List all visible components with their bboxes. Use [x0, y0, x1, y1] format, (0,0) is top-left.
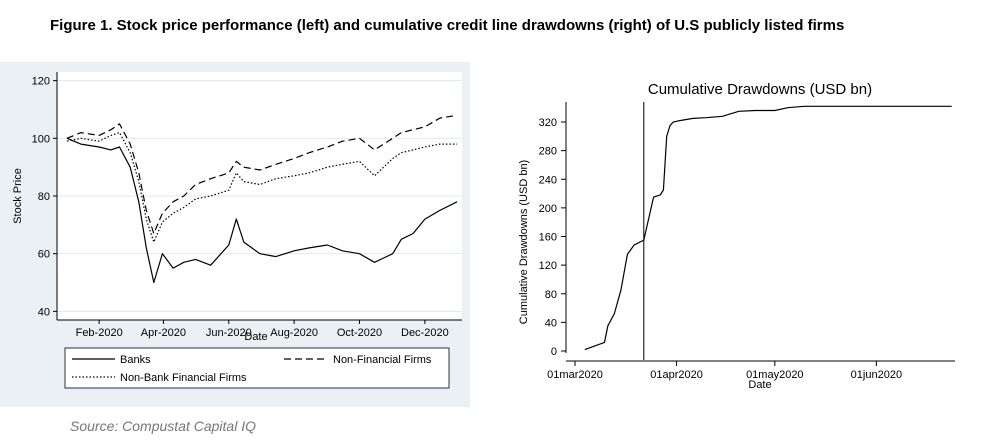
right-y-tick-label: 120	[539, 260, 557, 272]
left-y-tick-label: 60	[38, 249, 50, 261]
right-y-tick-label: 160	[539, 232, 557, 244]
right-y-tick-label: 280	[539, 146, 557, 158]
right-y-tick-label: 320	[539, 117, 557, 129]
right-y-axis-label: Cumulative Drawdowns (USD bn)	[518, 160, 530, 324]
left-y-tick-label: 100	[32, 133, 50, 145]
left-y-tick-label: 120	[32, 76, 50, 88]
source-note: Source: Compustat Capital IQ	[70, 418, 256, 434]
left-x-tick-label: Feb-2020	[76, 327, 123, 339]
right-x-tick-label: 01jun2020	[851, 369, 902, 381]
left-x-tick-label: Aug-2020	[270, 327, 318, 339]
left-x-tick-label: Oct-2020	[337, 327, 382, 339]
right-y-tick-label: 80	[545, 289, 557, 301]
right-x-axis-label: Date	[748, 379, 771, 391]
left-y-axis-label: Stock Price	[12, 168, 24, 224]
series-line-0	[66, 137, 458, 284]
legend-label-non-bank-financial: Non-Bank Financial Firms	[120, 372, 247, 384]
left-x-tick-label: Dec-2020	[401, 327, 449, 339]
right-y-tick-label: 200	[539, 203, 557, 215]
right-x-tick-label: 01apr2020	[650, 369, 703, 381]
left-gridlines	[57, 80, 462, 312]
right-x-tick-label: 01mar2020	[547, 369, 603, 381]
left-legend: Banks Non-Financial Firms Non-Bank Finan…	[64, 347, 450, 389]
left-x-tick-label: Apr-2020	[141, 327, 186, 339]
series-line-2	[66, 132, 457, 243]
stock-price-chart: 40 60 80 100 120 Feb-2020 Apr-2020 Jun-2020 Aug…	[12, 72, 462, 389]
right-y-tick-label: 40	[545, 317, 557, 329]
series-line-1	[66, 114, 458, 235]
legend-label-non-financial: Non-Financial Firms	[333, 354, 432, 366]
right-y-ticks: 0 40 80 120 160 200 240 280 320	[539, 117, 566, 358]
left-y-tick-label: 40	[38, 306, 50, 318]
left-series-lines	[66, 114, 458, 284]
right-y-tick-label: 240	[539, 174, 557, 186]
right-chart-title: Cumulative Drawdowns (USD bn)	[648, 81, 872, 98]
left-legend-box	[64, 347, 450, 389]
left-x-ticks: Feb-2020 Apr-2020 Jun-2020 Aug-2020 Oct-2020…	[76, 320, 449, 339]
right-x-tick-label: 01may2020	[746, 369, 804, 381]
right-drawdowns-line	[584, 105, 952, 351]
legend-label-banks: Banks	[120, 354, 151, 366]
cumulative-drawdowns-chart: Cumulative Drawdowns (USD bn) 0 40 80 120 16…	[518, 81, 955, 391]
left-x-tick-label: Jun-2020	[206, 327, 252, 339]
right-x-ticks: 01mar2020 01apr2020 01may2020 01jun2020	[547, 361, 902, 381]
left-x-axis-label: Date	[244, 331, 267, 343]
figure-title: Figure 1. Stock price performance (left)…	[50, 17, 845, 34]
left-y-tick-label: 80	[38, 191, 50, 203]
right-y-tick-label: 0	[551, 346, 557, 358]
left-y-ticks: 40 60 80 100 120	[32, 76, 57, 318]
